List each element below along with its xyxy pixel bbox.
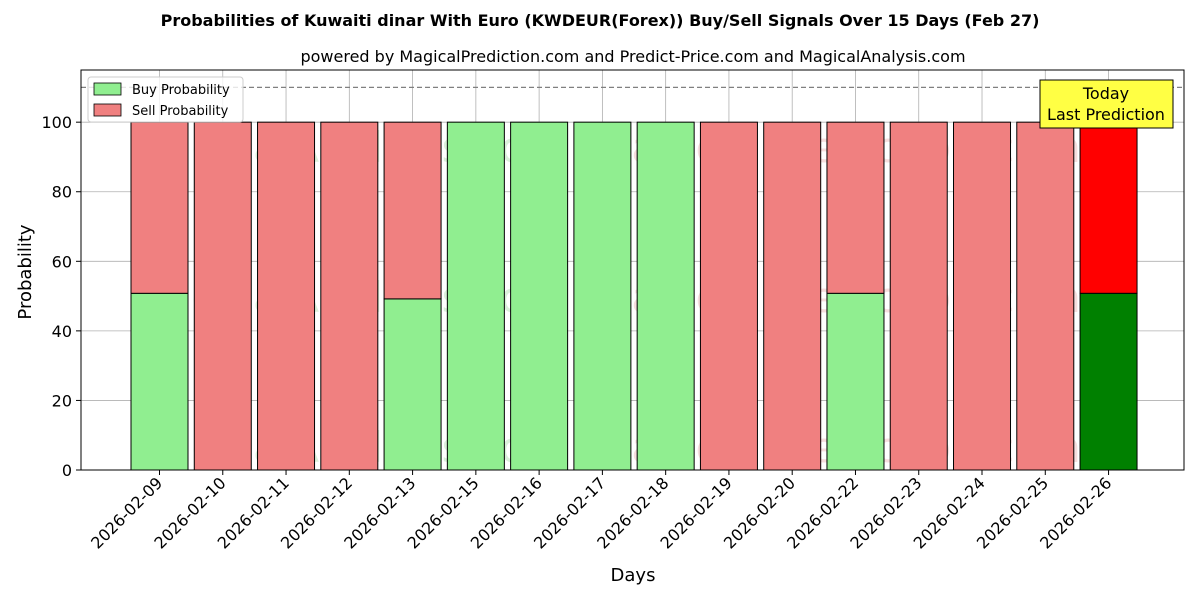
bar-buy: [826, 292, 885, 471]
annotation-line1: Today: [1082, 84, 1129, 103]
bar-buy: [446, 121, 505, 471]
bar-sell: [257, 121, 316, 471]
chart-title: Probabilities of Kuwaiti dinar With Euro…: [161, 11, 1040, 30]
bar-sell: [826, 121, 885, 294]
legend-label-buy: Buy Probability: [132, 83, 230, 98]
bar-sell: [763, 121, 822, 471]
y-tick-label: 100: [41, 113, 72, 132]
bar-buy: [130, 292, 189, 471]
bars: [130, 121, 1138, 471]
y-tick-label: 0: [62, 461, 72, 480]
x-axis-label: Days: [611, 565, 656, 586]
bar-buy: [573, 121, 632, 471]
plot-frame: [80, 69, 1185, 471]
bar-buy: [383, 298, 442, 471]
bar-sell: [130, 121, 189, 294]
bar-buy: [510, 121, 569, 471]
bar-sell: [383, 121, 442, 300]
annotation-box: [1039, 79, 1174, 129]
legend: Buy Probability Sell Probability: [87, 76, 244, 123]
bar-sell: [699, 121, 758, 471]
bar-sell: [1079, 121, 1138, 294]
chart-subtitle: powered by MagicalPrediction.com and Pre…: [300, 47, 965, 66]
legend-swatch-sell: [93, 103, 122, 117]
annotation-line2: Last Prediction: [1047, 105, 1165, 124]
y-axis-label: Probability: [15, 224, 36, 319]
bar-sell: [320, 121, 379, 471]
legend-swatch-buy: [93, 82, 122, 96]
legend-box: [87, 76, 244, 123]
bar-buy: [1079, 292, 1138, 471]
legend-label-sell: Sell Probability: [132, 104, 229, 119]
y-tick-label: 20: [52, 391, 72, 410]
y-tick-label: 40: [52, 322, 72, 341]
bar-sell: [193, 121, 252, 471]
y-tick-label: 60: [52, 252, 72, 271]
y-tick-label: 80: [52, 183, 72, 202]
bar-sell: [1016, 121, 1075, 471]
annotation-today: Today Last Prediction: [1039, 79, 1174, 129]
bar-sell: [953, 121, 1012, 471]
bar-sell: [889, 121, 948, 471]
x-axis: 2026-02-092026-02-102026-02-112026-02-12…: [87, 470, 1115, 553]
bar-buy: [636, 121, 695, 471]
y-axis: 0 20 40 60 80 100: [41, 113, 81, 480]
